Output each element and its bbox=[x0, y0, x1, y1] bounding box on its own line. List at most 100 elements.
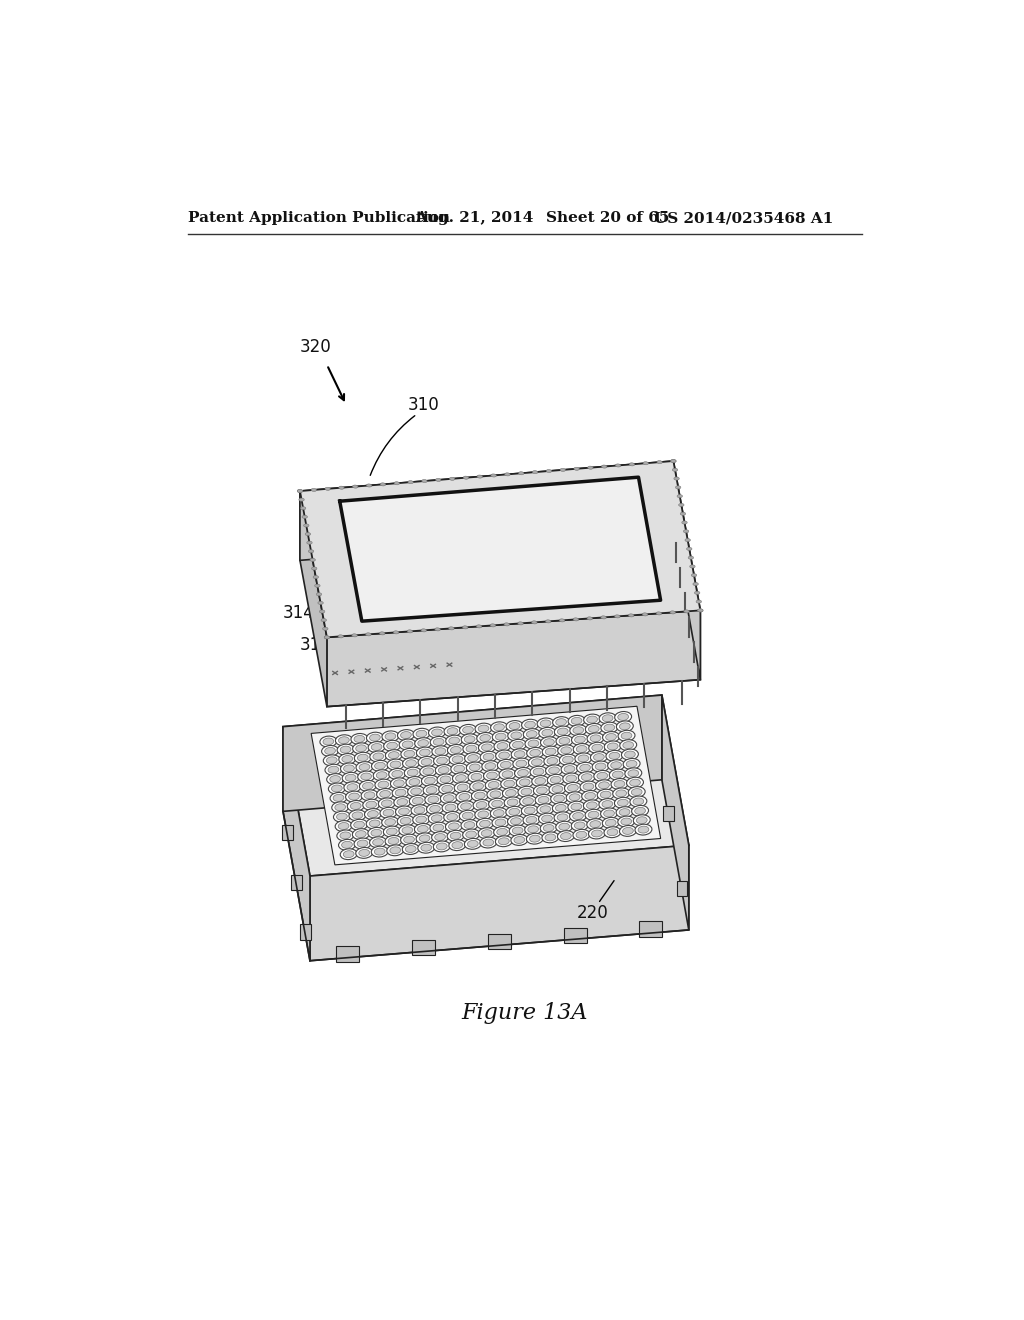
Ellipse shape bbox=[477, 733, 494, 743]
Ellipse shape bbox=[612, 771, 624, 777]
Ellipse shape bbox=[370, 820, 380, 826]
Ellipse shape bbox=[476, 801, 487, 808]
Ellipse shape bbox=[573, 467, 580, 470]
Ellipse shape bbox=[421, 759, 432, 766]
Text: 310: 310 bbox=[408, 396, 439, 413]
Ellipse shape bbox=[447, 830, 464, 841]
Ellipse shape bbox=[557, 814, 568, 821]
Ellipse shape bbox=[549, 784, 566, 795]
Ellipse shape bbox=[402, 741, 413, 748]
Ellipse shape bbox=[478, 828, 495, 838]
Ellipse shape bbox=[552, 785, 563, 792]
Ellipse shape bbox=[432, 746, 449, 756]
Ellipse shape bbox=[349, 810, 366, 821]
Ellipse shape bbox=[547, 758, 558, 764]
Polygon shape bbox=[662, 696, 689, 929]
Ellipse shape bbox=[688, 556, 693, 560]
Ellipse shape bbox=[373, 838, 383, 846]
Ellipse shape bbox=[601, 808, 617, 818]
Ellipse shape bbox=[517, 770, 528, 776]
Ellipse shape bbox=[463, 477, 469, 479]
Ellipse shape bbox=[503, 788, 519, 799]
Ellipse shape bbox=[339, 486, 344, 490]
Ellipse shape bbox=[492, 800, 503, 807]
Ellipse shape bbox=[415, 824, 431, 834]
Ellipse shape bbox=[569, 725, 587, 735]
Ellipse shape bbox=[357, 771, 375, 781]
Ellipse shape bbox=[330, 792, 347, 804]
Ellipse shape bbox=[468, 771, 485, 783]
Ellipse shape bbox=[435, 747, 445, 755]
Ellipse shape bbox=[541, 737, 557, 747]
Ellipse shape bbox=[435, 764, 453, 775]
Ellipse shape bbox=[656, 612, 662, 615]
Ellipse shape bbox=[413, 729, 430, 739]
Ellipse shape bbox=[542, 746, 559, 756]
Ellipse shape bbox=[609, 770, 627, 780]
Ellipse shape bbox=[560, 833, 571, 840]
Ellipse shape bbox=[541, 719, 551, 727]
Ellipse shape bbox=[397, 799, 408, 805]
Ellipse shape bbox=[526, 833, 544, 843]
Ellipse shape bbox=[385, 750, 402, 760]
Ellipse shape bbox=[602, 817, 620, 828]
Ellipse shape bbox=[440, 776, 451, 783]
Ellipse shape bbox=[372, 760, 388, 771]
Ellipse shape bbox=[418, 739, 428, 747]
Ellipse shape bbox=[355, 847, 373, 858]
Ellipse shape bbox=[587, 733, 604, 743]
Ellipse shape bbox=[335, 804, 346, 810]
Ellipse shape bbox=[380, 632, 385, 635]
Ellipse shape bbox=[571, 820, 588, 830]
Ellipse shape bbox=[461, 803, 471, 809]
Ellipse shape bbox=[512, 828, 523, 834]
Ellipse shape bbox=[532, 471, 538, 474]
Ellipse shape bbox=[622, 733, 632, 739]
Ellipse shape bbox=[589, 742, 605, 754]
Ellipse shape bbox=[587, 801, 597, 809]
Ellipse shape bbox=[471, 791, 488, 801]
Ellipse shape bbox=[588, 466, 593, 469]
Ellipse shape bbox=[559, 738, 569, 744]
Ellipse shape bbox=[382, 731, 399, 742]
Bar bbox=[300, 924, 311, 940]
Ellipse shape bbox=[307, 541, 312, 544]
Ellipse shape bbox=[599, 713, 616, 723]
Ellipse shape bbox=[344, 781, 360, 792]
Ellipse shape bbox=[530, 766, 547, 777]
Ellipse shape bbox=[411, 805, 428, 816]
Ellipse shape bbox=[473, 783, 483, 789]
Ellipse shape bbox=[423, 784, 440, 796]
Ellipse shape bbox=[602, 714, 613, 722]
Ellipse shape bbox=[475, 723, 492, 734]
Ellipse shape bbox=[531, 759, 542, 766]
Ellipse shape bbox=[614, 615, 621, 618]
Ellipse shape bbox=[633, 799, 644, 805]
Ellipse shape bbox=[435, 478, 441, 482]
Ellipse shape bbox=[535, 777, 546, 784]
Text: 220: 220 bbox=[577, 904, 608, 921]
Ellipse shape bbox=[610, 762, 622, 768]
Ellipse shape bbox=[372, 846, 388, 857]
Ellipse shape bbox=[380, 483, 386, 486]
Bar bbox=[487, 933, 511, 949]
Ellipse shape bbox=[625, 751, 635, 758]
Ellipse shape bbox=[499, 768, 516, 780]
Ellipse shape bbox=[476, 624, 481, 628]
Ellipse shape bbox=[526, 747, 544, 758]
Ellipse shape bbox=[340, 849, 357, 859]
Ellipse shape bbox=[366, 632, 371, 636]
Ellipse shape bbox=[582, 774, 592, 780]
Ellipse shape bbox=[630, 779, 640, 787]
Ellipse shape bbox=[554, 795, 564, 803]
Ellipse shape bbox=[582, 791, 599, 801]
Ellipse shape bbox=[671, 459, 676, 462]
Ellipse shape bbox=[480, 837, 497, 847]
Ellipse shape bbox=[311, 488, 316, 491]
Ellipse shape bbox=[420, 766, 436, 776]
Ellipse shape bbox=[404, 767, 421, 777]
Ellipse shape bbox=[357, 754, 369, 762]
Ellipse shape bbox=[338, 635, 343, 638]
Ellipse shape bbox=[557, 729, 568, 735]
Ellipse shape bbox=[345, 791, 362, 803]
